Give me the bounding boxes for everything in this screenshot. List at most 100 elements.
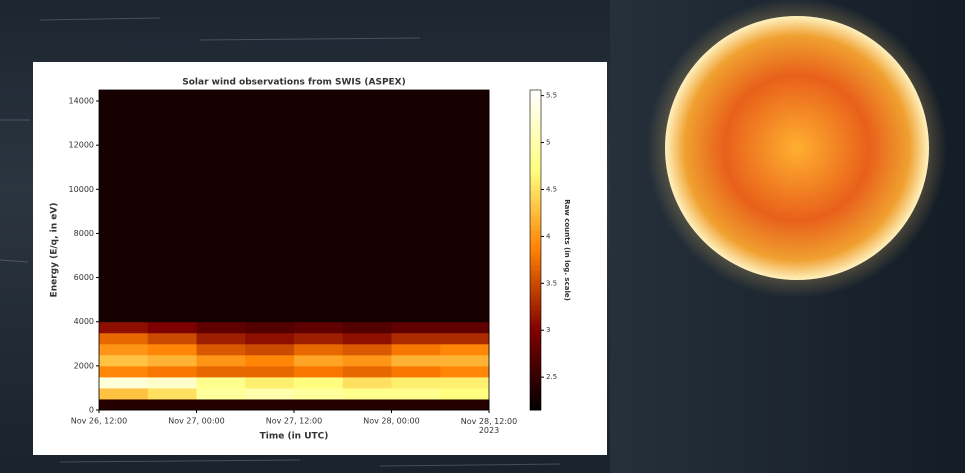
heatmap-cell bbox=[148, 344, 197, 356]
heatmap-cell bbox=[245, 355, 294, 367]
heatmap-cell bbox=[99, 90, 148, 322]
heatmap-cell bbox=[343, 366, 392, 378]
heatmap-cell bbox=[392, 90, 441, 322]
colorbar-swatch bbox=[530, 195, 541, 201]
colorbar-swatch bbox=[530, 255, 541, 261]
heatmap-cell bbox=[245, 388, 294, 400]
colorbar-swatch bbox=[530, 215, 541, 221]
heatmap-cell bbox=[343, 344, 392, 356]
colorbar-swatch bbox=[530, 395, 541, 401]
colorbar-swatch bbox=[530, 285, 541, 291]
colorbar-swatch bbox=[530, 155, 541, 161]
y-tick-label: 8000 bbox=[74, 229, 94, 238]
heatmap-cell bbox=[440, 399, 489, 411]
y-axis-label: Energy (E/q, in eV) bbox=[50, 203, 60, 298]
colorbar-swatch bbox=[530, 295, 541, 301]
heatmap-cell bbox=[294, 355, 343, 367]
colorbar-swatch bbox=[530, 370, 541, 376]
heatmap-cell bbox=[148, 90, 197, 322]
colorbar-swatch bbox=[530, 230, 541, 236]
colorbar-tick-label: 4.5 bbox=[546, 185, 557, 193]
heatmap-cell bbox=[392, 322, 441, 334]
colorbar-swatch bbox=[530, 275, 541, 281]
colorbar-swatch bbox=[530, 290, 541, 296]
heatmap-cell bbox=[294, 388, 343, 400]
colorbar-swatch bbox=[530, 380, 541, 386]
colorbar-swatch bbox=[530, 130, 541, 136]
colorbar-swatch bbox=[530, 305, 541, 311]
colorbar-swatch bbox=[530, 320, 541, 326]
heatmap-cell bbox=[197, 399, 246, 411]
colorbar-swatch bbox=[530, 245, 541, 251]
colorbar-swatch bbox=[530, 135, 541, 141]
colorbar-swatch bbox=[530, 145, 541, 151]
colorbar-swatch bbox=[530, 140, 541, 146]
heatmap-cell bbox=[197, 366, 246, 378]
colorbar-swatch bbox=[530, 160, 541, 166]
colorbar-swatch bbox=[530, 270, 541, 276]
colorbar-swatch bbox=[530, 405, 541, 411]
heatmap-cell bbox=[440, 377, 489, 389]
colorbar-swatch bbox=[530, 340, 541, 346]
heatmap-cell bbox=[197, 90, 246, 322]
heatmap-cell bbox=[148, 388, 197, 400]
colorbar-swatch bbox=[530, 310, 541, 316]
colorbar-swatch bbox=[530, 265, 541, 271]
heatmap-cell bbox=[99, 333, 148, 345]
heatmap-cell bbox=[294, 344, 343, 356]
heatmap-cell bbox=[148, 333, 197, 345]
x-tick-label: Nov 26, 12:00 bbox=[71, 417, 127, 426]
y-tick-label: 12000 bbox=[69, 141, 94, 150]
heatmap-cell bbox=[99, 344, 148, 356]
heatmap-cell bbox=[245, 399, 294, 411]
colorbar-swatch bbox=[530, 110, 541, 116]
colorbar-tick-label: 4 bbox=[546, 232, 551, 240]
heatmap-cell bbox=[343, 322, 392, 334]
heatmap-cell bbox=[343, 388, 392, 400]
heatmap-cell bbox=[392, 399, 441, 411]
heatmap-cell bbox=[245, 90, 294, 322]
colorbar-swatch bbox=[530, 345, 541, 351]
colorbar-swatch bbox=[530, 390, 541, 396]
colorbar-swatch bbox=[530, 210, 541, 216]
y-tick-label: 14000 bbox=[69, 97, 94, 106]
heatmap-cell bbox=[245, 322, 294, 334]
heatmap-cell bbox=[294, 322, 343, 334]
colorbar-swatch bbox=[530, 225, 541, 231]
heatmap-cell bbox=[245, 333, 294, 345]
colorbar-swatch bbox=[530, 330, 541, 336]
heatmap-cell bbox=[440, 90, 489, 322]
y-tick-label: 4000 bbox=[74, 317, 94, 326]
colorbar-swatch bbox=[530, 280, 541, 286]
heatmap-cell bbox=[343, 399, 392, 411]
colorbar-swatch bbox=[530, 165, 541, 171]
y-tick-label: 2000 bbox=[74, 361, 94, 370]
heatmap-cell bbox=[148, 399, 197, 411]
heatmap-cell bbox=[197, 322, 246, 334]
colorbar-swatch bbox=[530, 175, 541, 181]
y-tick-label: 0 bbox=[89, 406, 94, 415]
heatmap-cell bbox=[392, 388, 441, 400]
heatmap-cell bbox=[440, 355, 489, 367]
x-tick-label: Nov 27, 00:00 bbox=[168, 417, 224, 426]
colorbar-swatch bbox=[530, 115, 541, 121]
colorbar-swatch bbox=[530, 200, 541, 206]
heatmap-cell bbox=[343, 377, 392, 389]
heatmap-cell bbox=[343, 333, 392, 345]
colorbar-swatch bbox=[530, 205, 541, 211]
heatmap-cell bbox=[440, 388, 489, 400]
heatmap-cell bbox=[294, 377, 343, 389]
heatmap-cell bbox=[197, 344, 246, 356]
colorbar-swatch bbox=[530, 375, 541, 381]
heatmap-cell bbox=[148, 377, 197, 389]
colorbar-swatch bbox=[530, 385, 541, 391]
heatmap-cell bbox=[392, 333, 441, 345]
heatmap-cell bbox=[343, 90, 392, 322]
x-axis-label: Time (in UTC) bbox=[260, 432, 329, 442]
colorbar-swatch bbox=[530, 325, 541, 331]
colorbar-swatch bbox=[530, 350, 541, 356]
heatmap-cell bbox=[99, 322, 148, 334]
colorbar-swatch bbox=[530, 400, 541, 406]
heatmap-cell bbox=[294, 333, 343, 345]
colorbar-swatch bbox=[530, 100, 541, 106]
